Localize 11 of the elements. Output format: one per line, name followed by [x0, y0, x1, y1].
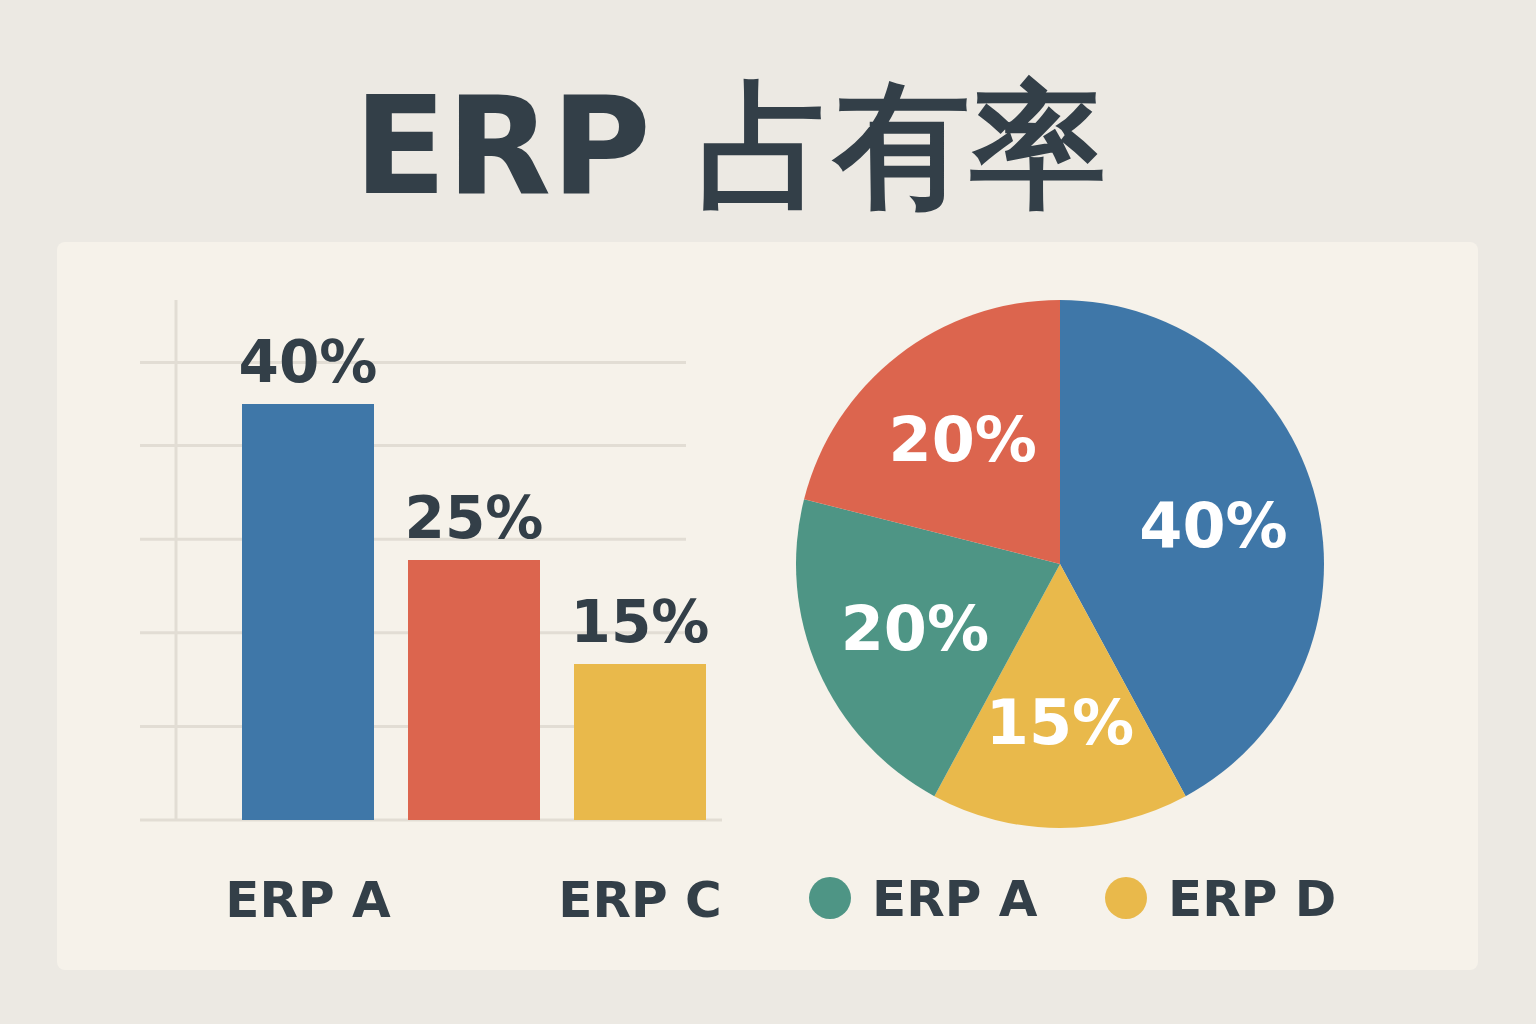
data-label: 40%	[1139, 489, 1288, 563]
data-label: 40%	[238, 328, 378, 396]
data-label: 15%	[570, 588, 710, 656]
x-tick-label: ERP C	[558, 871, 722, 929]
data-label: 20%	[888, 403, 1037, 476]
pie-slice	[804, 300, 1060, 564]
data-label: 20%	[840, 591, 990, 665]
chart-title: ERP 占有率	[353, 67, 1107, 225]
data-label: 15%	[985, 686, 1135, 760]
data-label: 25%	[404, 484, 544, 552]
legend-label: ERP D	[1168, 870, 1337, 928]
